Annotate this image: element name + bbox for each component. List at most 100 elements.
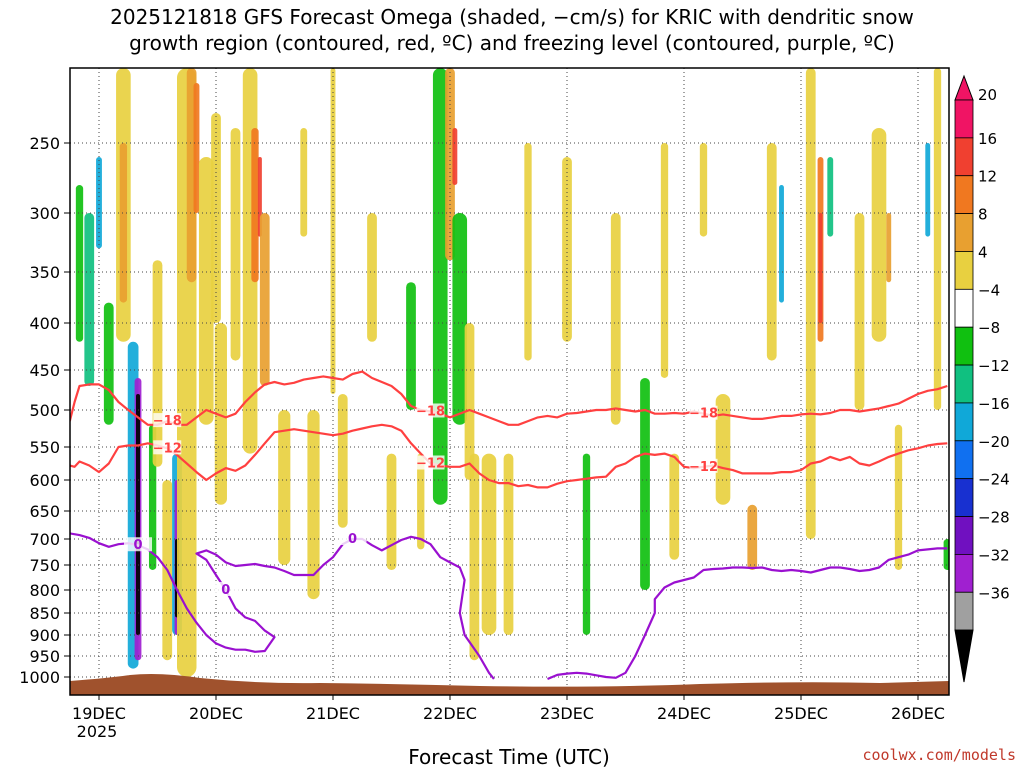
colorbar: 20 16 12 8 4 −4 −8 −12 −16 −20 −24 −28 −32 −36 — [954, 74, 1010, 683]
contour-label-bg — [211, 582, 240, 596]
omega-blob — [562, 157, 572, 342]
omega-blob — [152, 260, 163, 467]
omega-blob — [503, 453, 514, 635]
contour-label-bg — [338, 531, 367, 545]
y-tick-label: 900 — [29, 626, 60, 645]
x-tick-label: 21DEC — [306, 704, 360, 723]
omega-blob — [640, 378, 650, 590]
colorbar-swatch — [954, 591, 974, 631]
omega-blob — [669, 453, 680, 560]
x-tick-label: 23DEC — [540, 704, 594, 723]
omega-blob — [75, 185, 84, 342]
contour-label: −18 — [153, 414, 182, 429]
colorbar-label: −12 — [978, 357, 1010, 375]
y-tick-label: 500 — [29, 401, 60, 420]
y-tick-label: 300 — [29, 204, 60, 223]
contour-line — [70, 423, 948, 489]
y-tick-label: 1000 — [19, 668, 60, 687]
omega-blob — [432, 68, 448, 505]
y-axis: 250 300 350 400 450 500 550 600 650 700 750 800 850 9… — [19, 134, 70, 687]
colorbar-label: −28 — [978, 509, 1010, 527]
colorbar-label: −16 — [978, 395, 1010, 413]
omega-blob — [337, 394, 348, 528]
y-tick-label: 350 — [29, 263, 60, 282]
y-tick-label: 950 — [29, 647, 60, 666]
colorbar-label: 16 — [978, 130, 997, 148]
y-tick-label: 600 — [29, 471, 60, 490]
contour-line — [70, 532, 495, 680]
colorbar-swatch — [954, 440, 974, 480]
contour-label: 0 — [348, 532, 357, 547]
omega-blob — [827, 157, 834, 237]
omega-blob — [136, 394, 140, 635]
colorbar-label: 8 — [978, 206, 988, 224]
omega-blob — [452, 128, 458, 185]
y-tick-label: 550 — [29, 438, 60, 457]
colorbar-label: −32 — [978, 546, 1010, 564]
contour-label: −18 — [416, 404, 445, 419]
omega-blob — [406, 282, 416, 410]
omega-shading — [75, 68, 949, 677]
chart-title-line2: growth region (contoured, red, ºC) and f… — [129, 31, 895, 55]
colorbar-swatch — [954, 251, 974, 290]
colorbar-swatch — [954, 402, 974, 442]
colorbar-swatch — [954, 137, 974, 177]
omega-blob — [469, 453, 480, 661]
omega-blob — [251, 128, 259, 283]
omega-blob — [193, 83, 200, 213]
colorbar-swatch — [954, 175, 974, 215]
omega-blob — [805, 68, 816, 539]
omega-blob — [766, 143, 777, 361]
omega-blob — [214, 323, 227, 505]
omega-blob — [84, 213, 95, 386]
y-tick-label: 750 — [29, 556, 60, 575]
colorbar-label: 4 — [978, 243, 988, 261]
omega-blob — [933, 68, 942, 410]
contour-label: −18 — [689, 407, 718, 422]
colorbar-label: −20 — [978, 433, 1010, 451]
omega-blob — [715, 394, 731, 505]
contour-label: −12 — [153, 441, 182, 456]
omega-blob — [230, 128, 241, 361]
contour-label: 0 — [133, 538, 142, 553]
omega-blob — [660, 143, 669, 378]
y-tick-label: 700 — [29, 530, 60, 549]
contour-label-bg — [153, 413, 182, 428]
x-tick-label: 24DEC — [657, 704, 711, 723]
omega-blob — [854, 213, 865, 410]
contour-label-bg — [124, 537, 152, 552]
x-tick-label: 26DEC — [891, 704, 945, 723]
contour-label: −12 — [416, 457, 445, 472]
contour-line — [547, 547, 948, 681]
colorbar-swatch — [954, 326, 974, 366]
colorbar-label: −24 — [978, 471, 1010, 489]
contour-label-bg — [153, 440, 182, 455]
plot-grid — [70, 68, 949, 695]
y-tick-label: 250 — [29, 134, 60, 153]
omega-blob — [417, 453, 425, 550]
contour-label-bg — [416, 403, 445, 418]
colorbar-label: −8 — [978, 319, 1000, 337]
colorbar-swatch — [954, 554, 974, 593]
x-tick-label: 19DEC — [72, 704, 126, 723]
x-axis-label: Forecast Time (UTC) — [408, 745, 610, 768]
colorbar-label: 20 — [978, 86, 997, 104]
omega-blob — [943, 539, 949, 570]
omega-blob — [524, 143, 532, 361]
colorbar-bottom-arrow — [954, 629, 974, 683]
omega-blob — [367, 213, 377, 342]
omega-blob — [481, 453, 497, 635]
contours: −18 −18 −18 −12 −12 −12 0 0 0 — [70, 370, 948, 681]
omega-blob — [582, 453, 591, 635]
omega-blob — [699, 143, 708, 237]
omega-blob — [103, 302, 114, 425]
y-tick-label: 650 — [29, 502, 60, 521]
y-tick-label: 800 — [29, 581, 60, 600]
credit-text[interactable]: coolwx.com/models — [862, 746, 1016, 764]
contour-label: 0 — [221, 583, 230, 598]
colorbar-swatch — [954, 364, 974, 404]
omega-blob — [119, 143, 128, 303]
omega-blob — [278, 410, 291, 565]
omega-blob — [871, 128, 887, 342]
